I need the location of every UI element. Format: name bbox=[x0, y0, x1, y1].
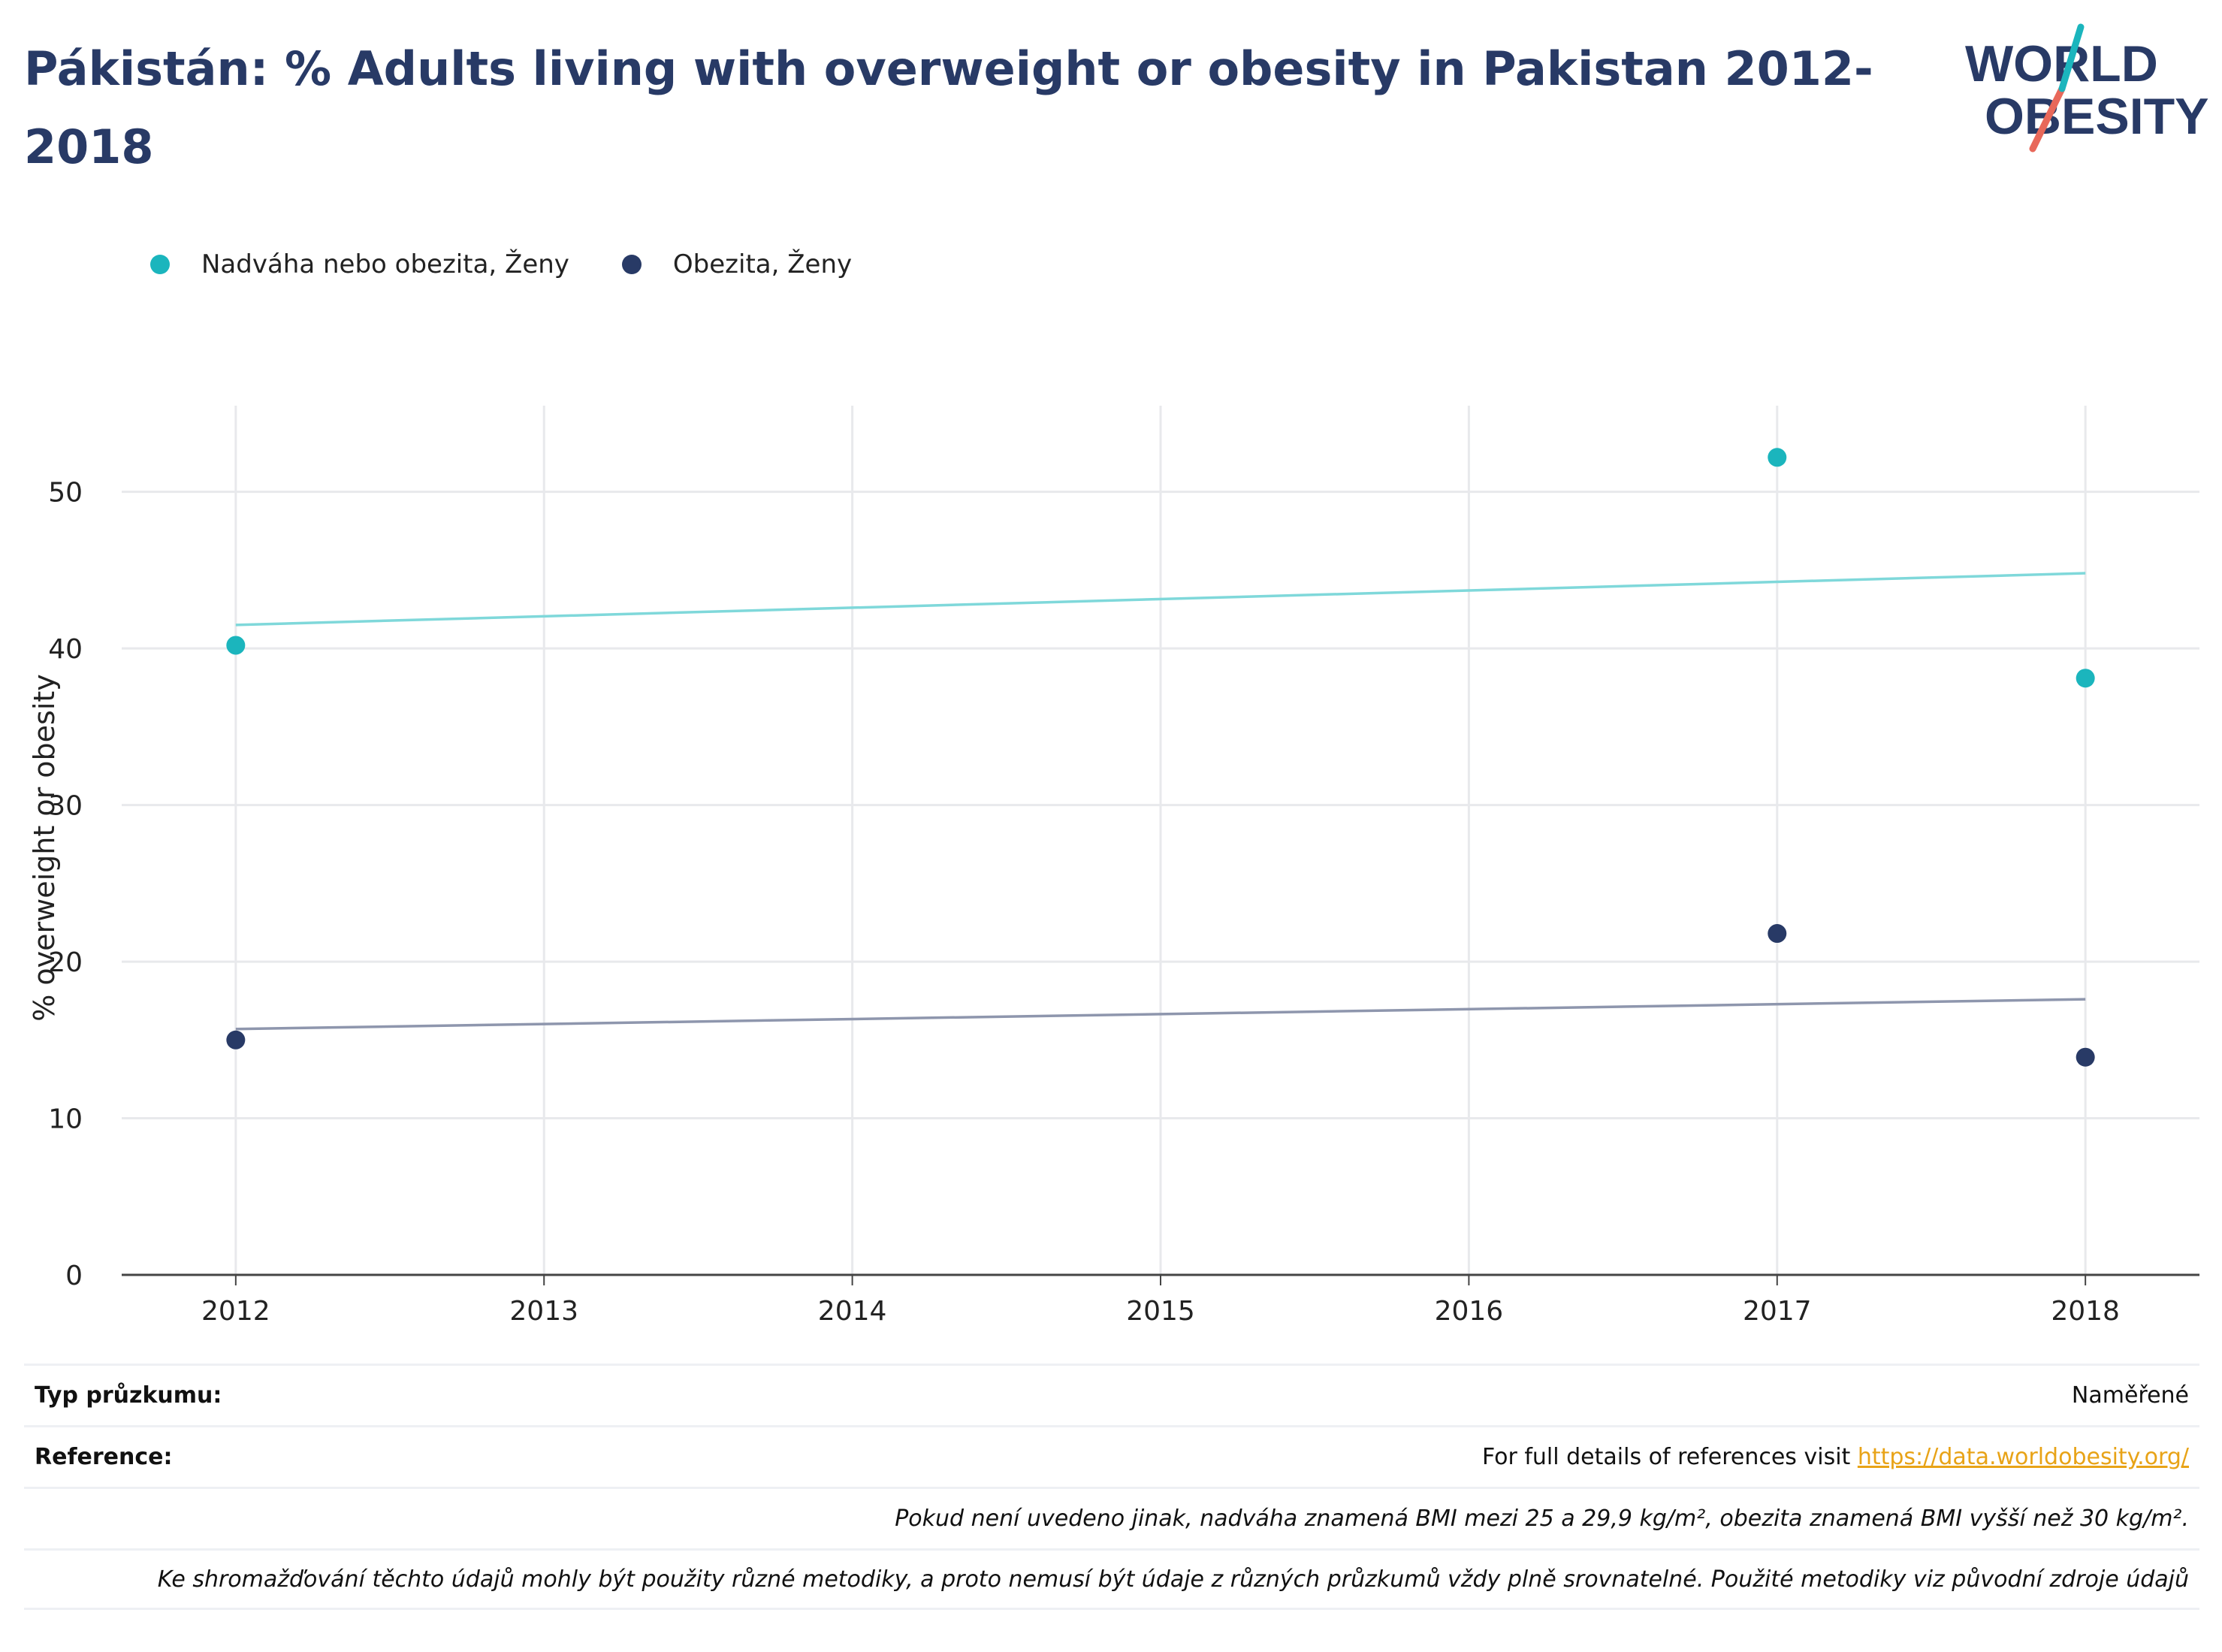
survey-type-row: Typ průzkumu: Naměřené bbox=[24, 1364, 2199, 1425]
note-bmi-row: Pokud není uvedeno jinak, nadváha znamen… bbox=[24, 1487, 2199, 1548]
legend-marker-overweight bbox=[150, 255, 170, 274]
reference-link[interactable]: https://data.worldobesity.org/ bbox=[1857, 1444, 2189, 1470]
x-tick-label: 2012 bbox=[201, 1296, 270, 1327]
reference-label: Reference: bbox=[35, 1444, 173, 1470]
note-bmi: Pokud není uvedeno jinak, nadváha znamen… bbox=[895, 1506, 2189, 1532]
trend-line-2 bbox=[235, 998, 2086, 1031]
survey-type-label: Typ průzkumu: bbox=[35, 1382, 222, 1409]
note-methods: Ke shromažďování těchto údajů mohly být … bbox=[157, 1566, 2189, 1593]
legend-label-overweight: Nadváha nebo obezita, Ženy bbox=[201, 249, 569, 279]
legend-label-obesity: Obezita, Ženy bbox=[672, 249, 853, 279]
y-tick-label: 10 bbox=[48, 1104, 83, 1135]
y-tick-label: 30 bbox=[48, 791, 83, 822]
reference-text: For full details of references visit bbox=[1481, 1444, 1858, 1470]
legend-item-obesity[interactable]: Obezita, Ženy bbox=[621, 249, 853, 279]
note-methods-row: Ke shromažďování těchto údajů mohly být … bbox=[24, 1548, 2199, 1610]
y-tick-label: 40 bbox=[48, 634, 83, 665]
world-obesity-logo[interactable]: WORLD OBESITY bbox=[1961, 21, 2209, 164]
y-tick-label: 0 bbox=[65, 1261, 83, 1291]
trend-line-1 bbox=[235, 572, 2086, 627]
y-tick-label: 50 bbox=[48, 478, 83, 509]
logo-line2: OBESITY bbox=[1985, 88, 2208, 145]
chart-title: Pákistán: % Adults living with overweigh… bbox=[24, 41, 1873, 174]
y-axis-label: % overweight or obesity bbox=[28, 674, 61, 1022]
y-tick-label: 20 bbox=[48, 947, 83, 978]
x-tick-label: 2017 bbox=[1743, 1296, 1812, 1327]
survey-type-value: Naměřené bbox=[2071, 1382, 2189, 1409]
x-tick-label: 2014 bbox=[818, 1296, 887, 1327]
legend-marker-obesity bbox=[621, 255, 642, 274]
chart-footer: Typ průzkumu: Naměřené Reference: For fu… bbox=[24, 1364, 2199, 1610]
x-tick-label: 2016 bbox=[1435, 1296, 1504, 1327]
scatter-chart: 0 10 20 30 40 50 2012 2013 2014 2015 2016 2017 2018%… bbox=[28, 406, 2199, 1327]
data-point-series1-2012 bbox=[226, 636, 246, 655]
legend-item-overweight[interactable]: Nadváha nebo obezita, Ženy bbox=[150, 249, 569, 279]
data-point-series2-2017 bbox=[1768, 924, 1787, 944]
data-point-series2-2018 bbox=[2076, 1047, 2095, 1067]
x-tick-label: 2013 bbox=[509, 1296, 578, 1327]
data-point-series2-2012 bbox=[226, 1030, 246, 1049]
data-point-series1-2017 bbox=[1768, 448, 1787, 467]
data-point-series1-2018 bbox=[2076, 669, 2095, 688]
chart-legend: Nadváha nebo obezita, Ženy Obezita, Ženy bbox=[150, 242, 904, 287]
x-tick-label: 2015 bbox=[1126, 1296, 1195, 1327]
x-tick-label: 2018 bbox=[2051, 1296, 2120, 1327]
reference-row: Reference: For full details of reference… bbox=[24, 1425, 2199, 1487]
reference-value: For full details of references visit htt… bbox=[1482, 1444, 2189, 1470]
